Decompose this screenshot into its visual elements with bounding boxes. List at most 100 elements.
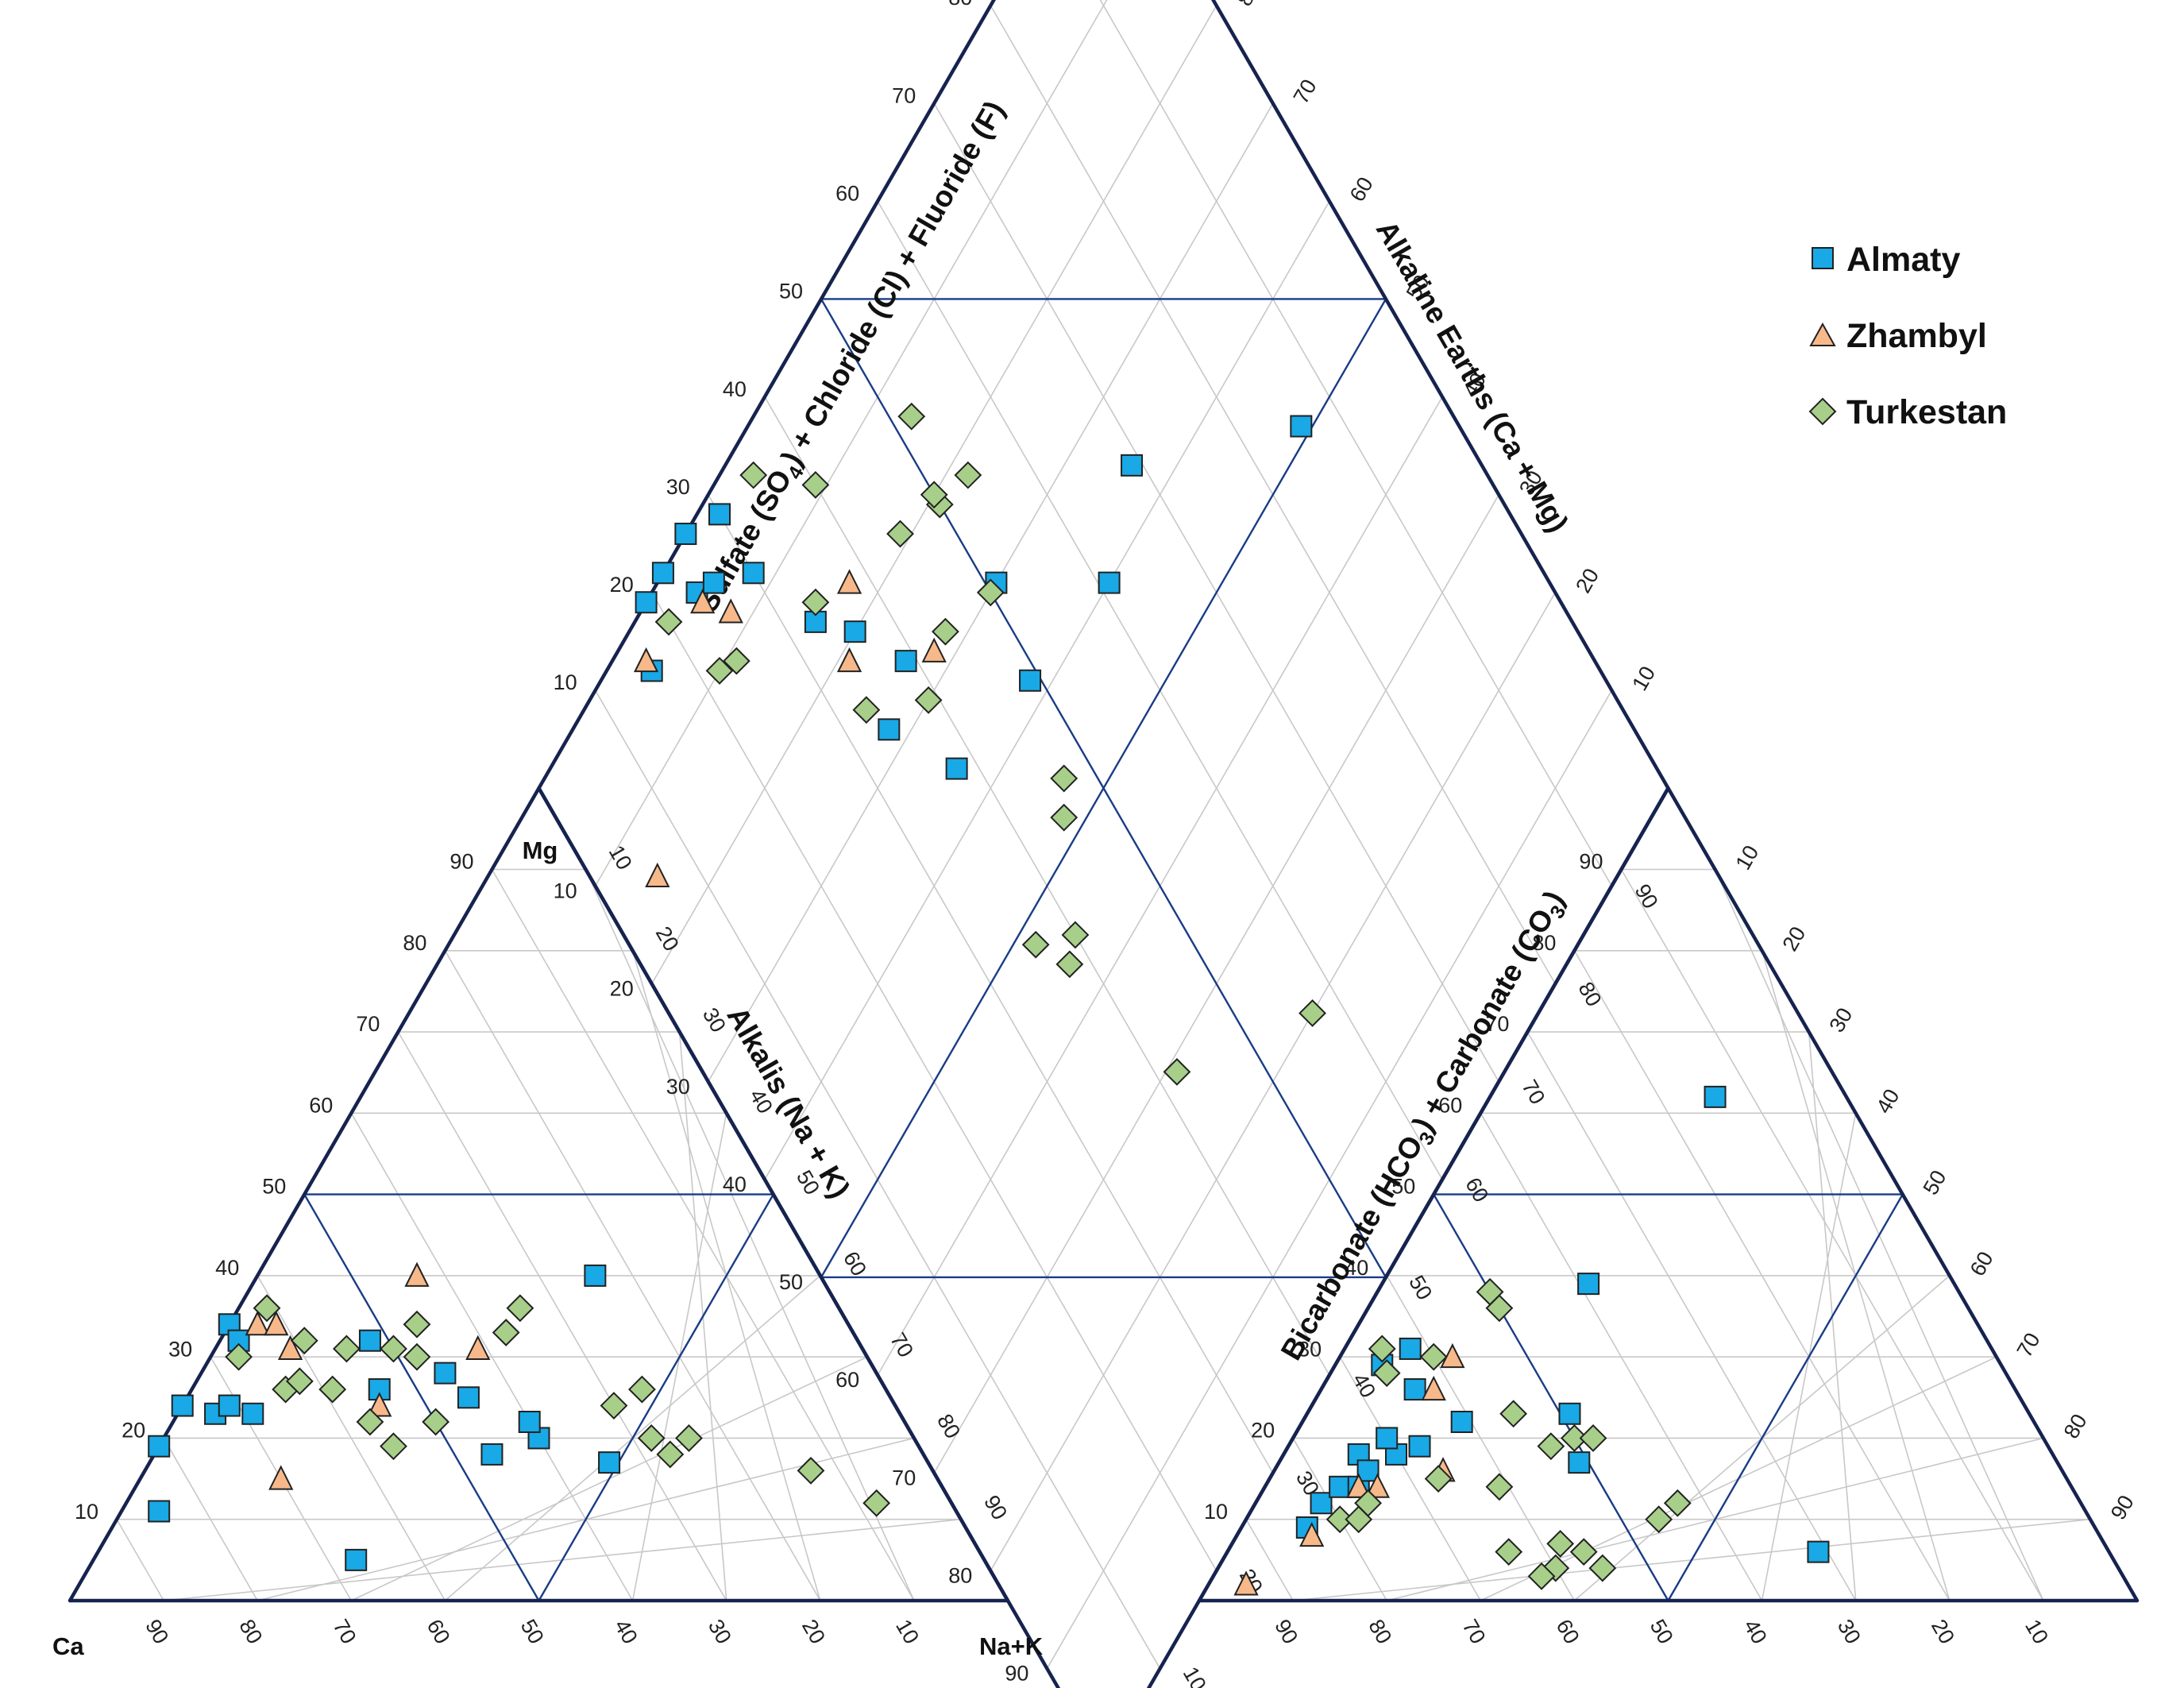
anion-left-tick: 30	[1298, 1337, 1322, 1361]
cation-point-zhambyl	[245, 1311, 270, 1336]
legend-marker-turkestan	[1808, 397, 1837, 426]
anion-right-tick: 60	[1966, 1247, 1998, 1280]
diamond-point-almaty	[894, 650, 917, 673]
diamond-lower-left-tick: 30	[666, 1075, 690, 1099]
anion-point-turkestan	[1424, 1465, 1453, 1493]
anion-point-almaty	[1310, 1492, 1333, 1515]
legend-item-zhambyl: Zhambyl	[1809, 317, 1987, 355]
diamond-point-zhambyl	[718, 598, 743, 624]
anion-point-turkestan	[1368, 1335, 1396, 1363]
anion-point-almaty	[1408, 1435, 1431, 1458]
cation-point-turkestan	[627, 1375, 656, 1404]
cation-point-turkestan	[285, 1367, 314, 1396]
cation-left-tick: 90	[450, 850, 473, 874]
anion-point-zhambyl	[1233, 1570, 1259, 1596]
anion-left-tick: 20	[1251, 1419, 1275, 1443]
diamond-point-turkestan	[1021, 930, 1050, 959]
cation-zone-line	[303, 1194, 540, 1601]
cation-bottom-tick: 70	[328, 1616, 361, 1648]
anion-point-turkestan	[1325, 1505, 1354, 1534]
anion-right-tick: 70	[2012, 1329, 2045, 1362]
cation-right-tick: 80	[932, 1410, 965, 1443]
cation-point-turkestan	[380, 1432, 407, 1461]
anion-point-turkestan	[1560, 1424, 1588, 1452]
diamond-point-zhambyl	[836, 647, 862, 673]
diamond-point-almaty	[945, 757, 968, 780]
cation-bottom-tick: 20	[797, 1616, 830, 1648]
diamond-point-turkestan	[801, 588, 830, 616]
anion-zone-line	[1433, 1194, 1669, 1601]
diamond-upper-right-tick: 10	[1627, 662, 1660, 695]
cation-point-turkestan	[506, 1294, 534, 1323]
diamond-upper-left-tick: 20	[610, 573, 634, 597]
cation-point-turkestan	[290, 1327, 318, 1355]
cation-point-almaty	[457, 1386, 480, 1409]
anion-point-turkestan	[1663, 1489, 1692, 1517]
grid-layer	[116, 0, 2091, 1669]
diamond-point-almaty	[1019, 669, 1042, 692]
cation-right-tick: 20	[651, 922, 684, 955]
cation-point-zhambyl	[367, 1392, 392, 1417]
anion-grid-a	[1620, 869, 2044, 1601]
cation-bottom-tick: 50	[516, 1616, 549, 1648]
cation-point-zhambyl	[277, 1335, 303, 1360]
diamond-point-almaty	[1290, 415, 1313, 438]
diamond-point-zhambyl	[921, 637, 947, 662]
cation-point-turkestan	[332, 1335, 361, 1363]
diamond-point-almaty	[674, 523, 697, 546]
cation-bottom-tick: 30	[704, 1616, 736, 1648]
anion-point-turkestan	[1579, 1424, 1607, 1452]
anion-point-turkestan	[1645, 1505, 1673, 1534]
diamond-upper-left-tick: 30	[666, 475, 690, 499]
diamond-lower-left-tick: 10	[554, 879, 577, 902]
diamond-point-turkestan	[722, 647, 751, 675]
cation-corner-mg: Mg	[523, 836, 558, 864]
cation-point-turkestan	[600, 1392, 628, 1420]
diamond-lower-left-tick: 70	[892, 1466, 916, 1489]
legend-marker-almaty	[1812, 247, 1834, 269]
anion-point-zhambyl	[1364, 1473, 1391, 1498]
anion-point-almaty	[1450, 1410, 1473, 1433]
anion-point-almaty	[1403, 1378, 1426, 1401]
cation-bottom-tick: 10	[891, 1616, 924, 1648]
diamond-upper-right-tick: 60	[1345, 173, 1378, 206]
anion-left-tick: 70	[1485, 1012, 1509, 1036]
anion-left-tick: 80	[1532, 931, 1556, 955]
cation-point-turkestan	[637, 1424, 666, 1452]
zone-layer	[303, 298, 1904, 1601]
anion-point-turkestan	[1485, 1294, 1514, 1323]
cation-right-tick: 10	[604, 841, 637, 874]
diamond-lower-left-tick: 90	[1005, 1662, 1028, 1686]
cation-point-almaty	[518, 1410, 541, 1433]
anion-left-tick: 60	[1438, 1093, 1462, 1117]
cation-point-zhambyl	[264, 1311, 289, 1336]
cation-point-almaty	[148, 1435, 171, 1458]
cation-point-turkestan	[380, 1335, 407, 1363]
anion-point-turkestan	[1485, 1473, 1514, 1501]
anion-grid-a	[1526, 1031, 1857, 1601]
diamond-upper-left-tick: 80	[948, 0, 972, 10]
diamond-point-almaty	[708, 503, 731, 526]
anion-point-almaty	[1568, 1451, 1591, 1474]
diamond-point-turkestan	[886, 520, 914, 548]
anion-grid-a	[1339, 1356, 1481, 1601]
diamond-lower-left-tick: 50	[779, 1270, 803, 1294]
anion-point-turkestan	[1569, 1538, 1598, 1566]
diamond-point-almaty	[1121, 454, 1144, 477]
cation-left-tick: 20	[122, 1419, 145, 1443]
legend-label-turkestan: Turkestan	[1846, 393, 2007, 431]
cation-bottom-tick: 80	[234, 1616, 267, 1648]
anion-point-almaty	[1399, 1337, 1422, 1360]
cation-point-turkestan	[253, 1294, 281, 1323]
cation-bottom-tick: 60	[423, 1616, 455, 1648]
cation-point-turkestan	[356, 1408, 384, 1436]
diamond-point-zhambyl	[645, 862, 670, 888]
cation-grid-a	[116, 1519, 164, 1601]
anion-bottom-tick: 50	[1646, 1616, 1678, 1648]
cation-bottom-tick: 40	[610, 1616, 642, 1648]
anion-bottom-tick: 60	[1552, 1616, 1584, 1648]
diamond-point-turkestan	[1298, 999, 1326, 1027]
cation-point-almaty	[171, 1394, 194, 1417]
cation-left-tick: 30	[168, 1337, 192, 1361]
